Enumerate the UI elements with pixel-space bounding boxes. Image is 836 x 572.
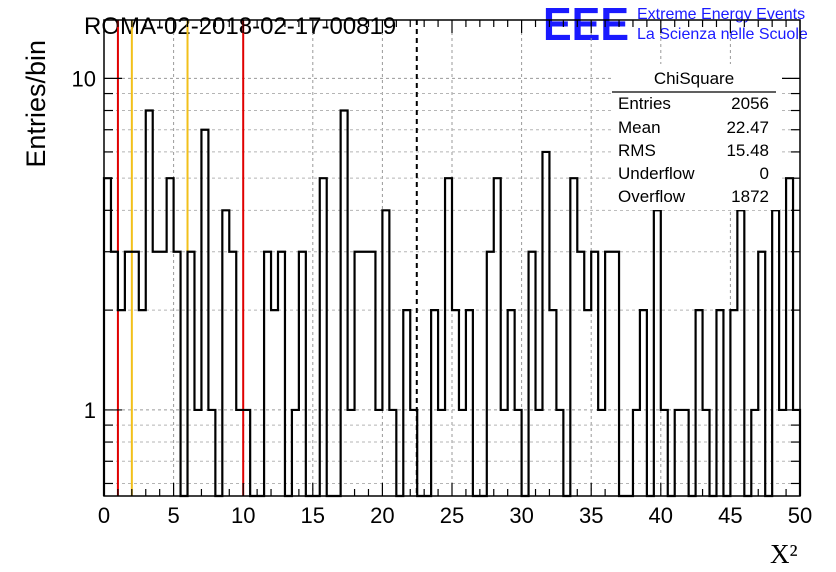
- y-tick-label: 1: [84, 398, 96, 423]
- y-tick-labels: 1 10: [72, 66, 96, 423]
- stats-label-overflow: Overflow: [618, 187, 686, 206]
- x-tick-label: 35: [579, 503, 603, 528]
- stats-value-entries: 2056: [731, 94, 769, 113]
- x-tick-label: 25: [440, 503, 464, 528]
- x-axis-label: Χ²: [770, 539, 798, 569]
- stats-label-underflow: Underflow: [618, 164, 695, 183]
- y-axis-label: Entries/bin: [21, 40, 51, 168]
- stats-header: ChiSquare: [654, 69, 734, 88]
- stats-value-mean: 22.47: [726, 118, 769, 137]
- x-tick-label: 45: [718, 503, 742, 528]
- logo-mark: EEE: [543, 0, 629, 50]
- x-tick-label: 10: [231, 503, 255, 528]
- x-tick-label: 15: [301, 503, 325, 528]
- x-tick-label: 40: [649, 503, 673, 528]
- stats-value-overflow: 1872: [731, 187, 769, 206]
- logo-line-1: Extreme Energy Events: [637, 6, 805, 23]
- stats-label-entries: Entries: [618, 94, 671, 113]
- stats-value-underflow: 0: [760, 164, 769, 183]
- stats-box-background: [612, 64, 780, 210]
- x-tick-labels: 0 5 10 15 20 25 30 35 40 45 50: [98, 503, 812, 528]
- x-tick-label: 20: [370, 503, 394, 528]
- axis-ticks: [103, 20, 801, 496]
- x-tick-label: 0: [98, 503, 110, 528]
- logo-line-2: La Scienza nelle Scuole: [637, 26, 808, 43]
- stats-label-rms: RMS: [618, 141, 656, 160]
- x-tick-label: 5: [167, 503, 179, 528]
- x-tick-label: 30: [509, 503, 533, 528]
- eee-logo: EEE Extreme Energy Events La Scienza nel…: [543, 0, 808, 50]
- stats-box: ChiSquare Entries 2056 Mean 22.47 RMS 15…: [612, 64, 780, 210]
- y-tick-label: 10: [72, 66, 96, 91]
- chart-title: ROMA-02-2018-02-17-00819: [84, 13, 396, 40]
- x-tick-label: 50: [788, 503, 812, 528]
- stats-label-mean: Mean: [618, 118, 661, 137]
- stats-value-rms: 15.48: [726, 141, 769, 160]
